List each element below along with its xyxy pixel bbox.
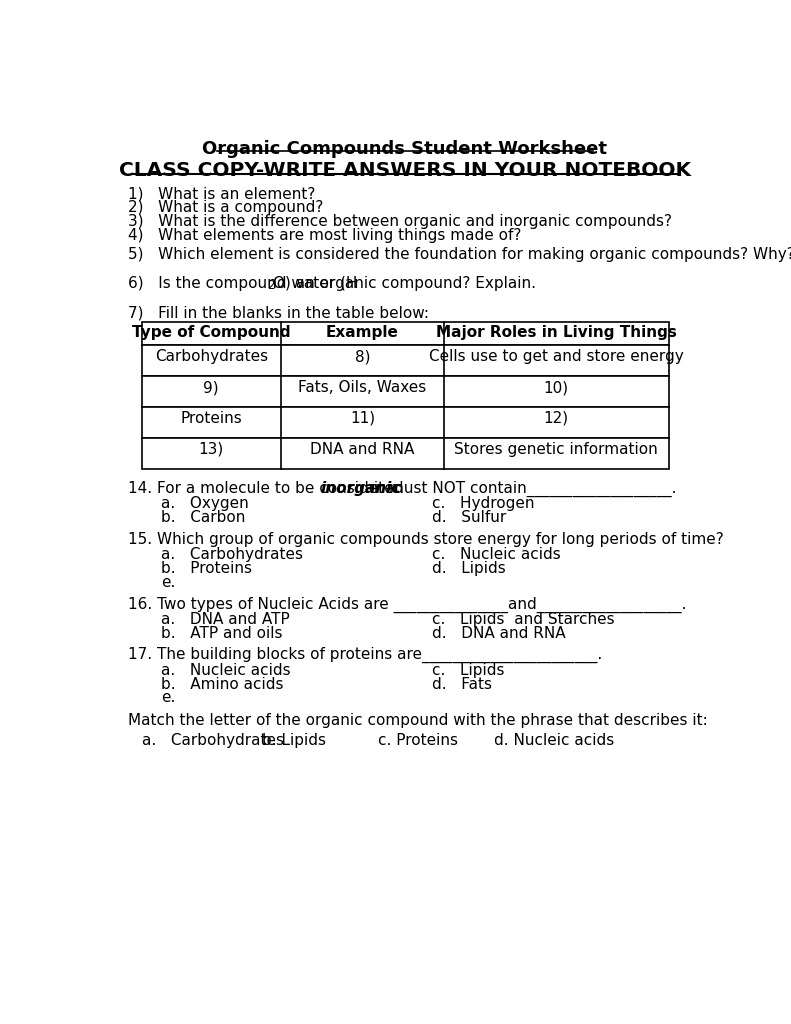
Text: c.   Hydrogen: c. Hydrogen [432, 497, 535, 511]
Bar [142, 407, 668, 438]
Text: c. Proteins: c. Proteins [378, 733, 458, 749]
Text: 13): 13) [199, 441, 224, 457]
Text: Stores genetic information: Stores genetic information [454, 441, 658, 457]
Text: DNA and RNA: DNA and RNA [310, 441, 414, 457]
Text: c.   Lipids  and Starches: c. Lipids and Starches [432, 611, 615, 627]
Text: Major Roles in Living Things: Major Roles in Living Things [436, 325, 676, 340]
Text: d.   Fats: d. Fats [432, 677, 492, 691]
Text: Organic Compounds Student Worksheet: Organic Compounds Student Worksheet [202, 140, 607, 158]
Text: a.   DNA and ATP: a. DNA and ATP [161, 611, 290, 627]
Text: b.   ATP and oils: b. ATP and oils [161, 626, 282, 641]
Text: a.   Carbohydrates: a. Carbohydrates [142, 733, 283, 749]
Text: 3)   What is the difference between organic and inorganic compounds?: 3) What is the difference between organi… [128, 214, 672, 228]
Text: 5)   Which element is considered the foundation for making organic compounds? Wh: 5) Which element is considered the found… [128, 247, 791, 262]
Text: c.   Lipids: c. Lipids [432, 663, 505, 678]
Text: e.: e. [161, 574, 176, 590]
Text: c.   Nucleic acids: c. Nucleic acids [432, 547, 561, 562]
Text: 2)   What is a compound?: 2) What is a compound? [128, 200, 324, 215]
Text: a.   Carbohydrates: a. Carbohydrates [161, 547, 303, 562]
Text: d.   Lipids: d. Lipids [432, 561, 506, 577]
Text: Example: Example [326, 325, 399, 340]
Text: b. Lipids: b. Lipids [262, 733, 326, 749]
Text: CLASS COPY-WRITE ANSWERS IN YOUR NOTEBOOK: CLASS COPY-WRITE ANSWERS IN YOUR NOTEBOO… [119, 161, 691, 179]
Text: Match the letter of the organic compound with the phrase that describes it:: Match the letter of the organic compound… [128, 714, 708, 728]
Text: Carbohydrates: Carbohydrates [155, 349, 268, 365]
Text: 8): 8) [354, 349, 370, 365]
Text: d. Nucleic acids: d. Nucleic acids [494, 733, 615, 749]
Text: d.   DNA and RNA: d. DNA and RNA [432, 626, 566, 641]
Text: inorganic: inorganic [320, 481, 401, 496]
Text: 9): 9) [203, 380, 219, 395]
Text: b.   Amino acids: b. Amino acids [161, 677, 283, 691]
Text: b.   Proteins: b. Proteins [161, 561, 252, 577]
Bar [142, 323, 668, 345]
Text: a.   Oxygen: a. Oxygen [161, 497, 248, 511]
Text: Cells use to get and store energy: Cells use to get and store energy [429, 349, 683, 365]
Text: 12): 12) [543, 411, 569, 426]
Text: a.   Nucleic acids: a. Nucleic acids [161, 663, 290, 678]
Text: Proteins: Proteins [180, 411, 242, 426]
Text: d.   Sulfur: d. Sulfur [432, 510, 506, 525]
Text: 2: 2 [267, 280, 274, 292]
Text: 14. For a molecule to be considered: 14. For a molecule to be considered [128, 481, 409, 496]
Text: Fats, Oils, Waxes: Fats, Oils, Waxes [298, 380, 426, 395]
Text: 7)   Fill in the blanks in the table below:: 7) Fill in the blanks in the table below… [128, 305, 430, 321]
Text: 1)   What is an element?: 1) What is an element? [128, 186, 316, 201]
Bar [142, 438, 668, 469]
Text: e.: e. [161, 690, 176, 706]
Text: O) an organic compound? Explain.: O) an organic compound? Explain. [273, 276, 536, 291]
Text: 6)   Is the compound water (H: 6) Is the compound water (H [128, 276, 358, 291]
Bar [142, 345, 668, 376]
Text: 10): 10) [543, 380, 569, 395]
Text: 4)   What elements are most living things made of?: 4) What elements are most living things … [128, 227, 522, 243]
Text: 15. Which group of organic compounds store energy for long periods of time?: 15. Which group of organic compounds sto… [128, 531, 724, 547]
Text: 11): 11) [350, 411, 375, 426]
Text: 16. Two types of Nucleic Acids are _______________and___________________.: 16. Two types of Nucleic Acids are _____… [128, 596, 687, 612]
Text: it must NOT contain___________________.: it must NOT contain___________________. [369, 481, 676, 497]
Bar [142, 376, 668, 407]
Text: b.   Carbon: b. Carbon [161, 510, 245, 525]
Text: 17. The building blocks of proteins are_______________________.: 17. The building blocks of proteins are_… [128, 647, 603, 664]
Text: Type of Compound: Type of Compound [132, 325, 290, 340]
